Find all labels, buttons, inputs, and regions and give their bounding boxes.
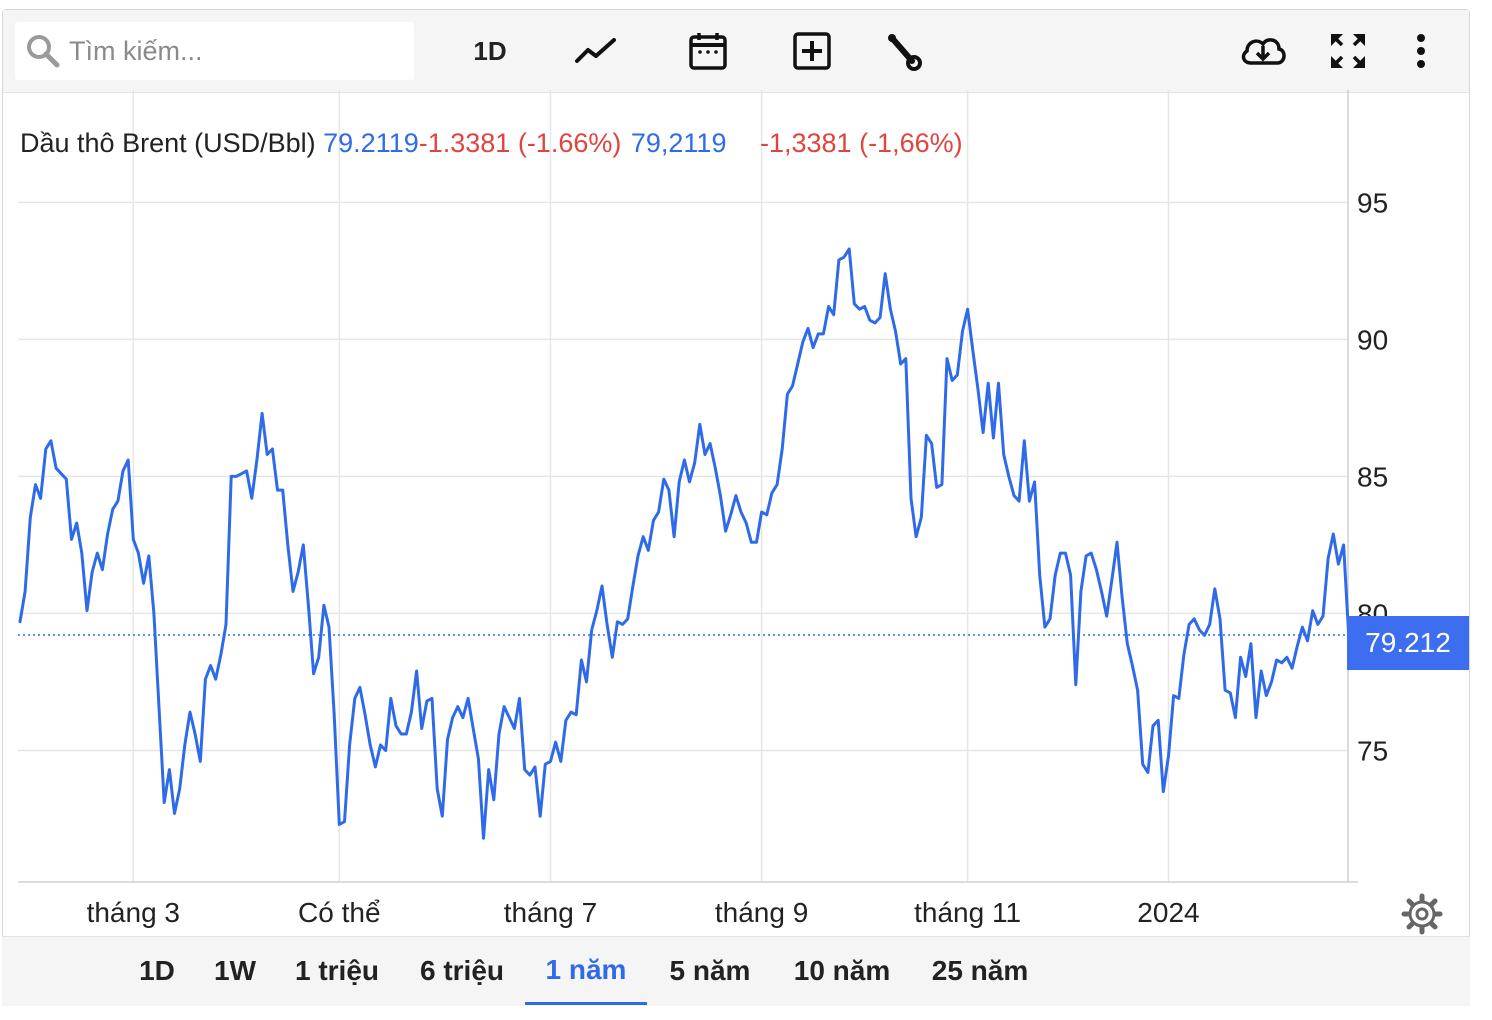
cloud-download-icon: [1241, 38, 1286, 65]
interval-label: 1D: [473, 35, 507, 66]
range-selector: 1D 1W 1 triệu 6 triệu 1 năm 5 năm 10 năm 25 năm: [2, 936, 1470, 1006]
range-1W[interactable]: 1W: [214, 955, 256, 986]
range-1-triệu[interactable]: 1 triệu: [294, 955, 380, 986]
add-indicator-button[interactable]: [787, 24, 837, 78]
line-chart-icon: [575, 38, 616, 63]
y-tick-label: 85: [1357, 461, 1388, 492]
fullscreen-button[interactable]: [1323, 24, 1373, 78]
chart-settings-button[interactable]: [1400, 892, 1444, 936]
range-1D[interactable]: 1D: [139, 955, 175, 986]
calendar-icon: [689, 33, 727, 70]
y-tick-label: 95: [1357, 187, 1388, 218]
chart-legend: Dầu thô Brent (USD/Bbl) 79.2119-1.3381 (…: [20, 128, 963, 159]
wrench-icon: [888, 34, 922, 71]
fullscreen-icon: [1331, 34, 1365, 68]
search-box[interactable]: Tìm kiếm...: [15, 22, 414, 80]
more-button[interactable]: [1401, 24, 1441, 78]
range-5-năm[interactable]: 5 năm: [669, 955, 751, 986]
x-tick-label: tháng 11: [914, 897, 1021, 928]
y-tick-label: 75: [1357, 735, 1388, 766]
x-tick-label: tháng 9: [715, 897, 808, 928]
range-6-triệu[interactable]: 6 triệu: [419, 955, 505, 986]
chart-widget: Tìm kiếm... 1D: [2, 9, 1470, 1006]
download-button[interactable]: [1235, 24, 1291, 78]
range-10-năm[interactable]: 10 năm: [793, 955, 891, 986]
gear-icon: [1401, 893, 1443, 935]
legend-change: -1.3381 (-1.66%): [418, 128, 622, 158]
calendar-button[interactable]: [683, 24, 733, 78]
search-input[interactable]: Tìm kiếm...: [69, 35, 203, 66]
range-25-năm[interactable]: 25 năm: [931, 955, 1029, 986]
price-series-line: [18, 247, 1351, 840]
tools-button[interactable]: [879, 24, 929, 78]
legend-price: 79.2119: [323, 128, 419, 158]
x-tick-label: tháng 7: [504, 897, 597, 928]
legend-change-alt: -1,3381 (-1,66%): [760, 128, 963, 158]
toolbar: Tìm kiếm... 1D: [3, 10, 1469, 93]
add-indicator-icon: [793, 32, 831, 70]
legend-price-alt: 79,2119: [630, 128, 727, 158]
range-1-năm[interactable]: 1 năm: [525, 937, 647, 1005]
x-tick-label: Có thể: [298, 897, 381, 928]
instrument-name: Dầu thô Brent (USD/Bbl): [20, 128, 316, 158]
x-tick-label: tháng 3: [87, 897, 180, 928]
search-icon: [27, 35, 60, 68]
x-tick-label: 2024: [1137, 897, 1199, 928]
interval-button[interactable]: 1D: [458, 24, 522, 78]
y-tick-label: 90: [1357, 324, 1388, 355]
current-price-tag: 79.212: [1347, 616, 1469, 670]
more-vertical-icon: [1417, 34, 1425, 68]
chart-type-button[interactable]: [571, 24, 621, 78]
